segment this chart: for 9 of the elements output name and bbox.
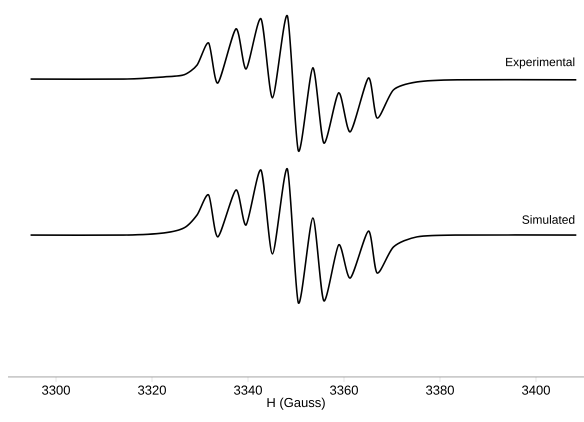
x-tick-label: 3340 xyxy=(234,386,262,395)
x-tick-label: 3400 xyxy=(522,386,550,395)
series-label: Simulated xyxy=(522,215,574,224)
x-tick-label: 3360 xyxy=(330,386,358,395)
series-label: Experimental xyxy=(506,57,574,69)
x-tick-label: 3380 xyxy=(426,386,454,395)
x-axis-title: H (Gauss) xyxy=(267,398,325,410)
x-tick-label: 3320 xyxy=(138,386,166,395)
x-tick-label: 3300 xyxy=(42,386,70,395)
